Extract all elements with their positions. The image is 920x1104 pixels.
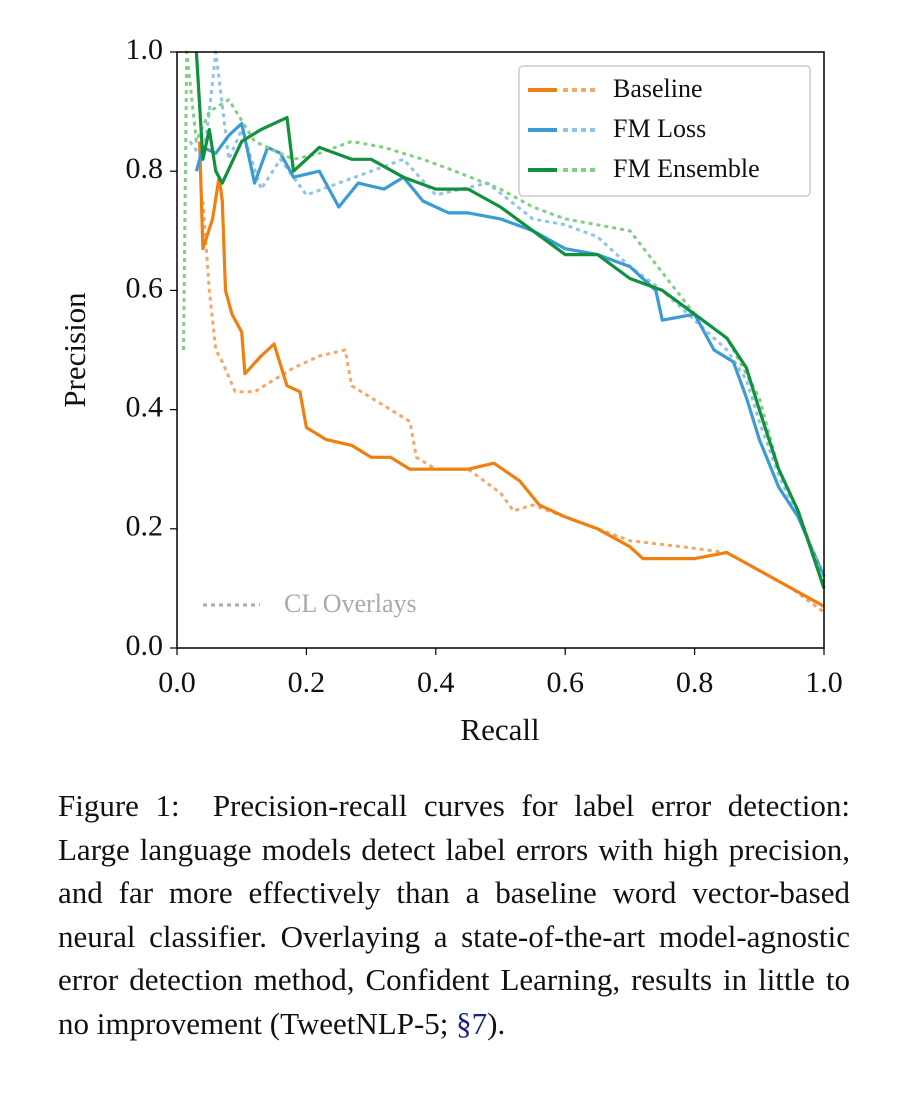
caption-end: ). [487,1005,506,1041]
y-tick-label: 1.0 [126,33,164,66]
legend-label: FM Loss [613,114,706,143]
x-tick-label: 0.6 [546,666,584,699]
x-tick-label: 1.0 [805,666,843,699]
legend-label: FM Ensemble [613,154,760,183]
caption-label: Figure 1: [58,788,180,823]
y-tick-label: 0.0 [126,629,164,662]
series-line [198,141,825,608]
y-tick-label: 0.2 [126,510,164,543]
y-axis-label: Precision [57,292,92,408]
cl-overlay-line [201,200,825,614]
series-line [194,121,826,578]
legend-box [518,65,811,197]
caption: Figure 1: Precision-recall curves for la… [58,784,850,1045]
plot-frame [176,51,825,649]
x-tick-label: 0.2 [288,666,326,699]
cl-overlay-line [188,50,826,578]
x-tick-label: 0.8 [676,666,714,699]
annotation: CL Overlays [284,589,417,618]
legend-label: Baseline [613,74,703,103]
x-tick-label: 0.4 [417,666,455,699]
y-tick-label: 0.8 [126,152,164,185]
x-axis-label: Recall [460,712,539,747]
cl-overlay-line [182,50,826,583]
series-line [194,51,826,589]
section-link[interactable]: §7 [456,1005,488,1041]
y-tick-label: 0.6 [126,271,164,304]
y-tick-label: 0.4 [126,390,164,423]
caption-text: Precision-recall curves for label error … [58,788,850,1041]
x-tick-label: 0.0 [158,666,196,699]
chart: Recall Precision 0.0 0.2 0.4 0.6 0.8 1.0 0.0 0.… [57,33,843,747]
